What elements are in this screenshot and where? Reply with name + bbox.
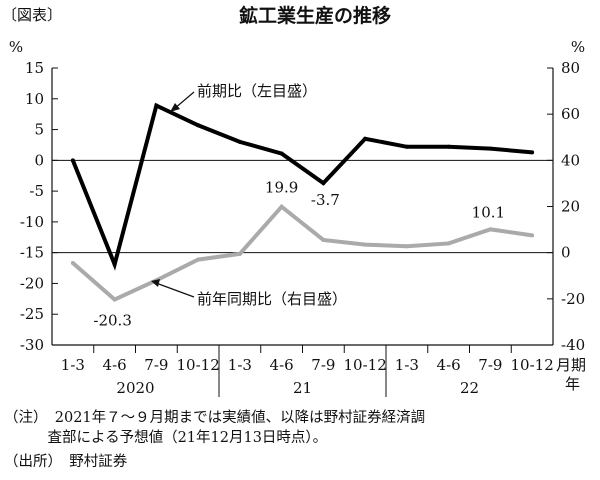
left-tick-label: -30 bbox=[20, 336, 44, 354]
right-axis-ticks: % 80 60 40 20 0 -20 -40 bbox=[547, 38, 585, 354]
series-line-yoy bbox=[71, 203, 533, 302]
data-label: 10.1 bbox=[472, 203, 505, 221]
reference-lines bbox=[52, 159, 553, 254]
left-tick-label: -15 bbox=[20, 244, 44, 262]
left-tick-label: 5 bbox=[34, 121, 44, 139]
left-tick-label: -25 bbox=[20, 305, 44, 323]
left-tick-label: -10 bbox=[20, 213, 44, 231]
x-tick-label: 10-12 bbox=[511, 356, 554, 374]
arrowhead-qoq bbox=[170, 103, 180, 112]
right-tick-label: -40 bbox=[561, 336, 585, 354]
x-tick-label: 1-3 bbox=[395, 356, 419, 374]
right-tick-label: 20 bbox=[561, 198, 580, 216]
data-point bbox=[404, 144, 409, 149]
x-tick-label: 7-9 bbox=[311, 356, 335, 374]
data-point bbox=[279, 204, 284, 209]
series-label-qoq: 前期比（左目盛） bbox=[197, 82, 317, 100]
data-point bbox=[237, 139, 242, 144]
data-point bbox=[488, 146, 493, 151]
x-tick-label: 4-6 bbox=[270, 356, 294, 374]
note-line-1: （注） 2021年７～９月期までは実績値、以降は野村証券経済調 bbox=[4, 410, 426, 426]
x-tick-label: 4-6 bbox=[437, 356, 461, 374]
x-tick-label: 7-9 bbox=[478, 356, 502, 374]
left-tick-label: -20 bbox=[20, 274, 44, 292]
right-tick-label: 40 bbox=[561, 151, 580, 169]
data-point bbox=[237, 251, 242, 256]
x-unit-label: 月期 bbox=[556, 356, 586, 374]
year-label: 21 bbox=[293, 379, 312, 397]
data-point bbox=[488, 227, 493, 232]
source-line: （出所） 野村証券 bbox=[4, 454, 128, 470]
data-label: 19.9 bbox=[265, 179, 298, 197]
series-label-yoy: 前年同期比（右目盛） bbox=[197, 290, 347, 308]
left-axis-unit: % bbox=[9, 38, 23, 56]
data-label: -3.7 bbox=[311, 191, 340, 209]
data-point bbox=[196, 123, 201, 128]
series-line-qoq bbox=[71, 102, 533, 271]
data-point bbox=[196, 257, 201, 262]
x-tick-label: 10-12 bbox=[344, 356, 387, 374]
year-label: 22 bbox=[460, 379, 479, 397]
right-tick-label: 60 bbox=[561, 105, 580, 123]
data-point bbox=[363, 242, 368, 247]
data-point bbox=[321, 181, 326, 186]
x-tick-label: 1-3 bbox=[61, 356, 85, 374]
data-point bbox=[321, 237, 326, 242]
figure-label: 〔図表〕 bbox=[2, 6, 62, 24]
arrowhead-yoy bbox=[151, 279, 160, 287]
note-line-2: 査部による予想値（21年12月13日時点）。 bbox=[4, 430, 328, 446]
data-point bbox=[154, 103, 159, 108]
data-point bbox=[446, 144, 451, 149]
x-tick-label: 1-3 bbox=[228, 356, 252, 374]
annotations: 前期比（左目盛） 前年同期比（右目盛） -3.7 -20.3 19.9 10.1 bbox=[93, 82, 505, 330]
arrow-yoy bbox=[155, 282, 195, 298]
series-layer bbox=[70, 102, 535, 302]
chart-title: 鉱工業生産の推移 bbox=[239, 4, 391, 27]
right-tick-label: 0 bbox=[561, 244, 571, 262]
left-tick-label: 10 bbox=[25, 90, 44, 108]
data-point bbox=[446, 241, 451, 246]
x-axis: 1-3 4-6 7-9 10-12 1-3 4-6 7-9 10-12 1-3 4-6 7-9 10-… bbox=[61, 345, 586, 397]
data-point bbox=[70, 158, 75, 163]
left-tick-label: 15 bbox=[25, 59, 44, 77]
data-point bbox=[70, 261, 75, 266]
data-point bbox=[112, 297, 117, 302]
left-tick-label: -5 bbox=[29, 182, 44, 200]
x-tick-label: 7-9 bbox=[144, 356, 168, 374]
data-point bbox=[279, 151, 284, 156]
data-point bbox=[363, 136, 368, 141]
x-tick-label: 10-12 bbox=[177, 356, 220, 374]
x-tick-label: 4-6 bbox=[103, 356, 127, 374]
data-point bbox=[530, 150, 535, 155]
right-axis-unit: % bbox=[571, 38, 585, 56]
left-axis-ticks: %15 10 5 0 -5 -10 -15 -20 -25 -30 bbox=[9, 38, 58, 354]
right-tick-label: 80 bbox=[561, 59, 580, 77]
right-tick-label: -20 bbox=[561, 290, 585, 308]
data-point bbox=[112, 262, 117, 267]
year-label: 2020 bbox=[116, 379, 154, 397]
data-label: -20.3 bbox=[93, 312, 131, 330]
left-tick-label: 0 bbox=[34, 151, 44, 169]
data-point bbox=[404, 244, 409, 249]
data-point bbox=[530, 233, 535, 238]
x-unit-label-year: 年 bbox=[565, 375, 580, 393]
